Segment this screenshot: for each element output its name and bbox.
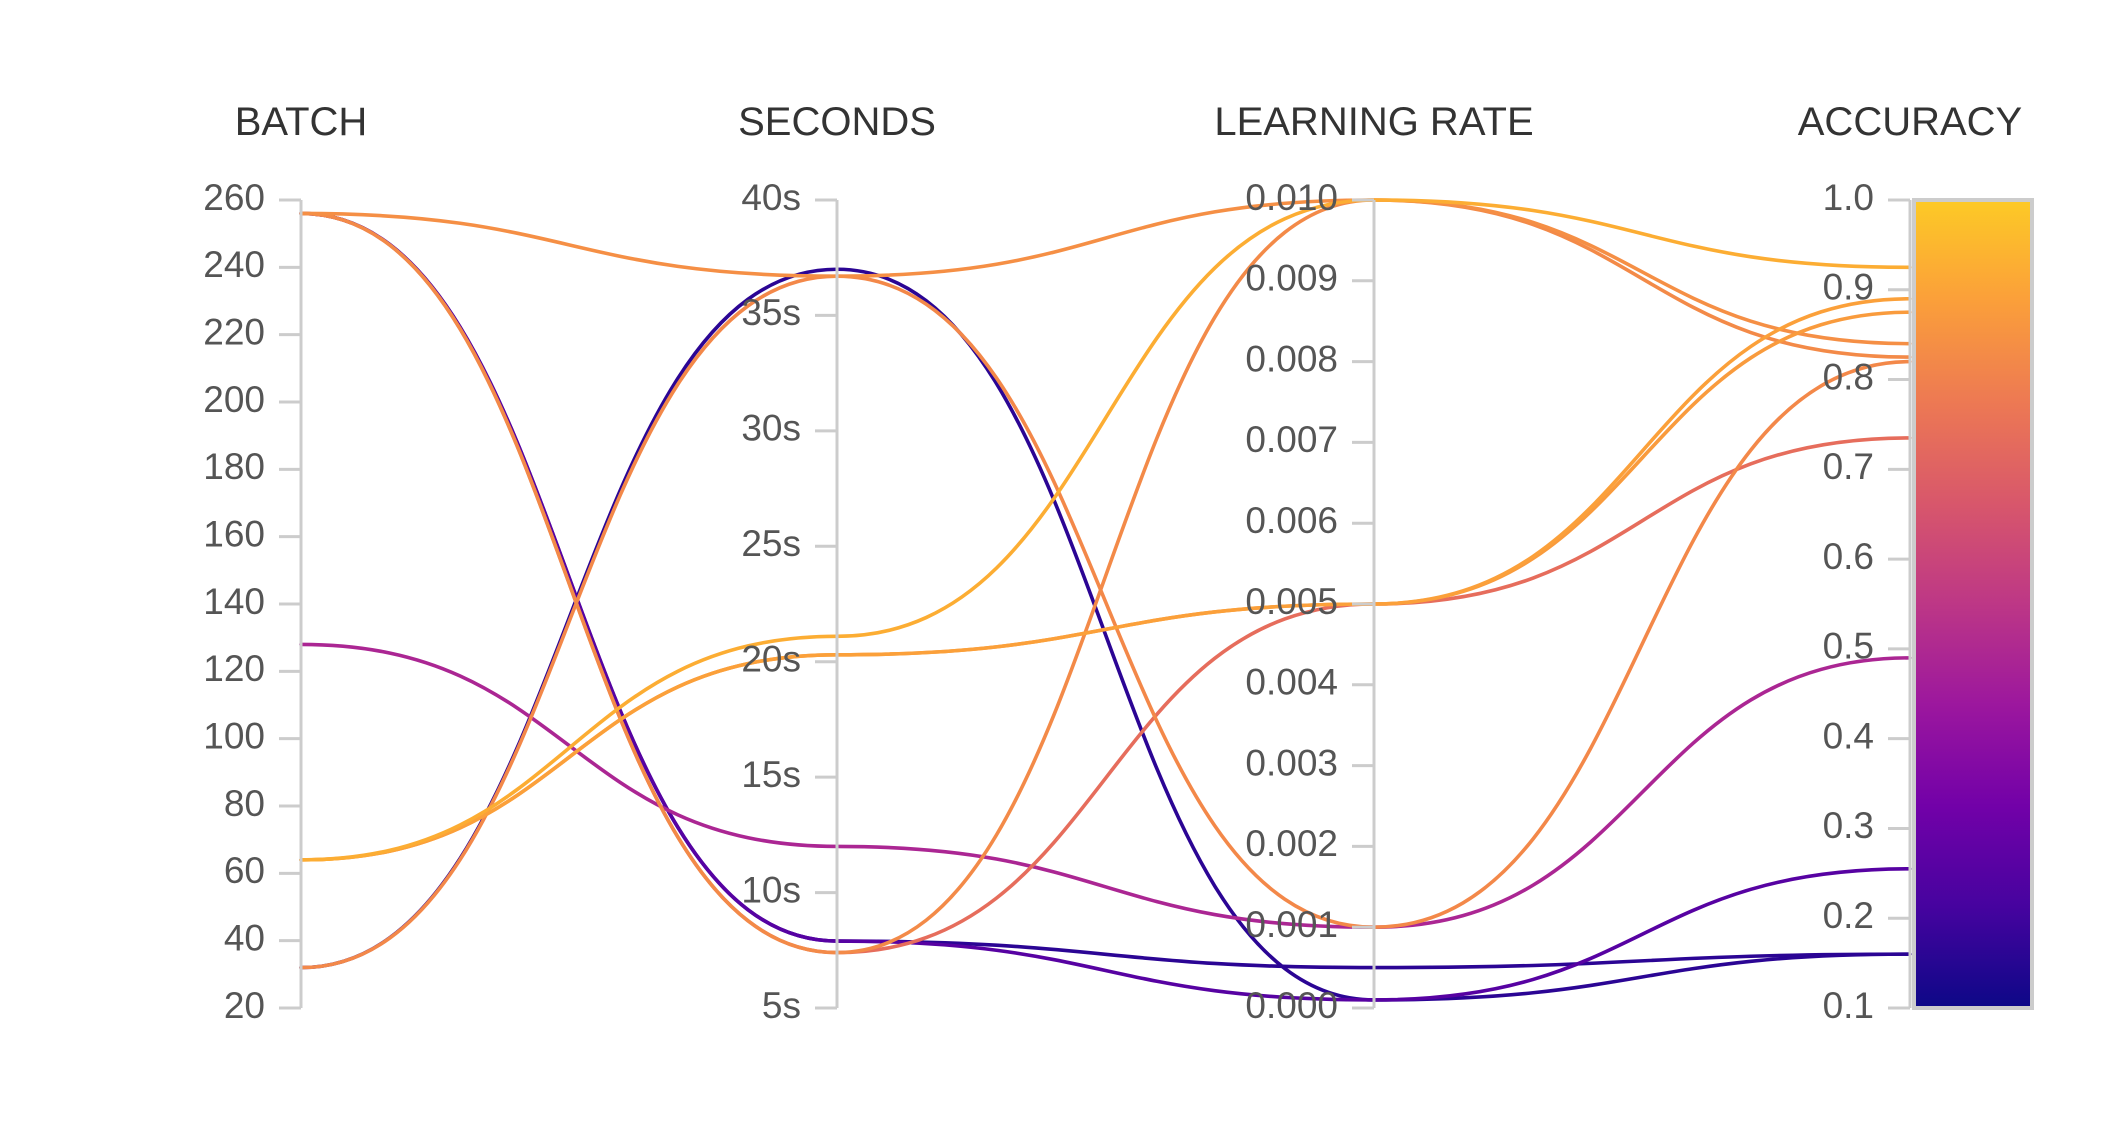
data-line-4 [299,198,1912,346]
tick-label: 40s [741,177,801,218]
tick-label: 0.003 [1245,742,1338,783]
tick-label: 160 [203,513,265,554]
colorbar [1912,198,2034,1010]
tick-label: 60 [224,850,265,891]
tick-label: 260 [203,177,265,218]
axis-title: SECONDS [738,100,936,144]
axes-layer: 20 40 60 80 100 120 140 160 180 200 220 240 260 BATCH… [203,100,2022,1026]
tick-label: 15s [741,754,801,795]
colorbar-border [1912,198,2034,1010]
tick-label: 220 [203,311,265,352]
tick-label: 25s [741,523,801,564]
tick-label: 0.7 [1823,446,1874,487]
tick-label: 0.2 [1823,895,1874,936]
tick-label: 0.010 [1245,177,1338,218]
tick-label: 1.0 [1823,177,1874,218]
data-line-7 [299,274,1912,970]
tick-label: 0.4 [1823,715,1874,756]
tick-label: 0.009 [1245,258,1338,299]
tick-label: 0.007 [1245,419,1338,460]
tick-label: 10s [741,869,801,910]
tick-label: 0.6 [1823,536,1874,577]
colorbar-gradient [1914,200,2032,1008]
tick-label: 20 [224,985,265,1026]
tick-label: 140 [203,581,265,622]
tick-label: 0.9 [1823,267,1874,308]
axis-title: BATCH [235,100,368,144]
tick-label: 0.005 [1245,581,1338,622]
tick-label: 240 [203,244,265,285]
tick-label: 0.5 [1823,626,1874,667]
tick-label: 0.001 [1245,904,1338,945]
tick-label: 40 [224,917,265,958]
data-line-8 [299,642,1912,930]
polylines-layer [299,198,1912,1002]
axis-title: LEARNING RATE [1214,100,1533,144]
tick-label: 0.002 [1245,823,1338,864]
tick-label: 0.1 [1823,985,1874,1026]
data-line-10 [299,267,1912,1002]
tick-label: 200 [203,379,265,420]
tick-label: 80 [224,783,265,824]
axis-accuracy[interactable]: 0.1 0.2 0.3 0.4 0.5 0.6 0.7 0.8 0.9 1.0 ACCURACY [1798,100,2022,1026]
data-line-9 [299,211,1912,1002]
tick-label: 0.006 [1245,500,1338,541]
data-line-1 [299,198,1912,862]
tick-label: 20s [741,638,801,679]
tick-label: 30s [741,408,801,449]
tick-label: 0.3 [1823,805,1874,846]
data-line-2 [299,296,1912,862]
tick-label: 180 [203,446,265,487]
tick-label: 0.8 [1823,356,1874,397]
tick-label: 5s [762,985,801,1026]
data-line-5 [299,198,1912,955]
tick-label: 0.008 [1245,338,1338,379]
axis-batch[interactable]: 20 40 60 80 100 120 140 160 180 200 220 240 260 BATCH [203,100,367,1026]
tick-label: 35s [741,292,801,333]
axis-learning-rate[interactable]: 0.000 0.001 0.002 0.003 0.004 0.005 0.006 0.007… [1214,100,1533,1026]
tick-label: 100 [203,715,265,756]
axis-seconds[interactable]: 5s 10s 15s 20s 25s 30s 35s 40s SECONDS [738,100,936,1026]
tick-label: 0.000 [1245,985,1338,1026]
tick-label: 0.004 [1245,662,1338,703]
tick-label: 120 [203,648,265,689]
data-line-6 [299,211,1912,955]
axis-title: ACCURACY [1798,100,2022,144]
